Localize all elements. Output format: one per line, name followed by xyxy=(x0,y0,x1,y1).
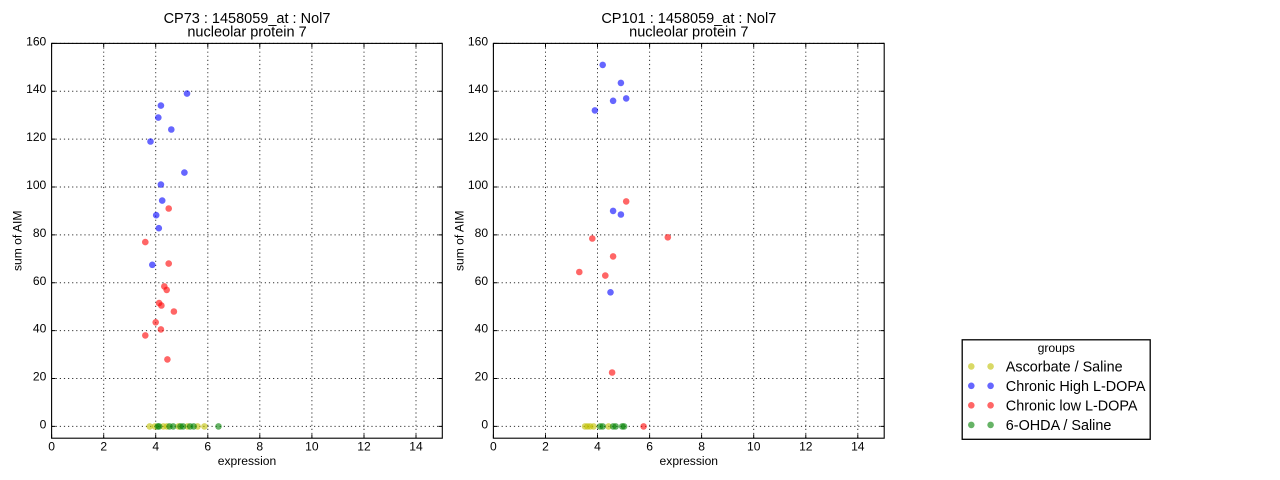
svg-text:8: 8 xyxy=(698,440,705,454)
svg-text:sum of AIM: sum of AIM xyxy=(11,211,25,271)
svg-text:14: 14 xyxy=(409,440,423,454)
svg-text:10: 10 xyxy=(305,440,319,454)
svg-text:40: 40 xyxy=(33,322,47,336)
svg-text:4: 4 xyxy=(594,440,601,454)
svg-text:expression: expression xyxy=(660,454,719,468)
svg-text:nucleolar protein 7: nucleolar protein 7 xyxy=(629,24,748,40)
svg-text:20: 20 xyxy=(33,370,47,384)
svg-text:0: 0 xyxy=(40,417,47,431)
svg-text:160: 160 xyxy=(26,34,46,48)
svg-text:80: 80 xyxy=(475,226,489,240)
svg-text:140: 140 xyxy=(468,82,488,96)
svg-text:nucleolar protein 7: nucleolar protein 7 xyxy=(187,24,306,40)
svg-text:14: 14 xyxy=(851,440,865,454)
svg-text:0: 0 xyxy=(48,440,55,454)
svg-text:12: 12 xyxy=(357,440,371,454)
svg-text:12: 12 xyxy=(799,440,813,454)
svg-text:2: 2 xyxy=(542,440,549,454)
svg-text:8: 8 xyxy=(256,440,263,454)
svg-text:60: 60 xyxy=(475,274,489,288)
svg-text:Chronic High L-DOPA: Chronic High L-DOPA xyxy=(1006,379,1146,395)
svg-text:Chronic low L-DOPA: Chronic low L-DOPA xyxy=(1006,398,1138,414)
svg-text:CP101 : 1458059_at : Nol7: CP101 : 1458059_at : Nol7 xyxy=(601,11,776,27)
svg-text:4: 4 xyxy=(152,440,159,454)
svg-text:140: 140 xyxy=(26,82,46,96)
svg-text:2: 2 xyxy=(100,440,107,454)
svg-text:6: 6 xyxy=(646,440,653,454)
svg-text:120: 120 xyxy=(26,130,46,144)
svg-text:160: 160 xyxy=(468,34,488,48)
svg-text:100: 100 xyxy=(26,178,46,192)
svg-text:80: 80 xyxy=(33,226,47,240)
svg-text:Ascorbate / Saline: Ascorbate / Saline xyxy=(1006,360,1123,376)
svg-text:CP73 : 1458059_at : Nol7: CP73 : 1458059_at : Nol7 xyxy=(164,11,331,27)
svg-text:sum of AIM: sum of AIM xyxy=(452,211,466,271)
svg-text:0: 0 xyxy=(481,417,488,431)
svg-text:20: 20 xyxy=(475,370,489,384)
svg-text:40: 40 xyxy=(475,322,489,336)
svg-text:groups: groups xyxy=(1038,341,1075,355)
svg-text:0: 0 xyxy=(490,440,497,454)
svg-text:60: 60 xyxy=(33,274,47,288)
svg-text:10: 10 xyxy=(747,440,761,454)
svg-text:6-OHDA / Saline: 6-OHDA / Saline xyxy=(1006,418,1112,434)
svg-text:100: 100 xyxy=(468,178,488,192)
svg-text:6: 6 xyxy=(204,440,211,454)
svg-text:expression: expression xyxy=(218,454,277,468)
svg-text:120: 120 xyxy=(468,130,488,144)
